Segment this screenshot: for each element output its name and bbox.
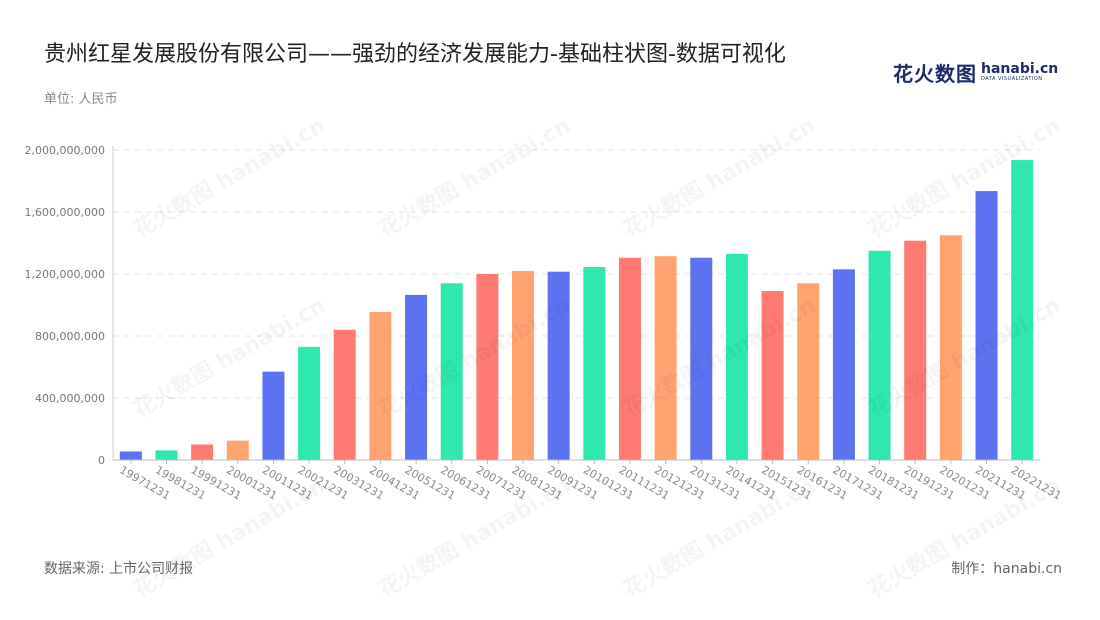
bar-19981231[interactable] xyxy=(155,450,178,460)
logo-cn-text: 花火数图 xyxy=(893,61,977,86)
logo-en-text: hanabi.cn xyxy=(981,61,1059,77)
bar-20121231[interactable] xyxy=(654,256,677,460)
data-source: 数据来源: 上市公司财报 xyxy=(44,561,194,577)
bar-20031231[interactable] xyxy=(333,329,356,460)
bar-20001231[interactable] xyxy=(226,440,249,460)
bar-20011231[interactable] xyxy=(262,371,285,460)
bar-20041231[interactable] xyxy=(369,311,392,460)
y-tick-label: 400,000,000 xyxy=(35,392,105,405)
logo-en-block: hanabi.cn DATA VISUALIZATION xyxy=(981,62,1058,82)
bars-group xyxy=(119,160,1034,461)
unit-label: 单位: 人民币 xyxy=(44,92,118,107)
chart-title: 贵州红星发展股份有限公司——强劲的经济发展能力-基础柱状图-数据可视化 xyxy=(44,42,786,67)
brand-logo: 花火数图 hanabi.cn DATA VISUALIZATION xyxy=(893,58,1058,86)
bar-20111231[interactable] xyxy=(618,257,641,460)
bar-20201231[interactable] xyxy=(939,235,962,460)
bar-20021231[interactable] xyxy=(298,346,321,460)
bar-20181231[interactable] xyxy=(868,250,891,460)
bar-19991231[interactable] xyxy=(191,444,214,461)
bar-20091231[interactable] xyxy=(547,271,570,460)
bar-20171231[interactable] xyxy=(832,269,855,460)
y-tick-label: 2,000,000,000 xyxy=(25,144,105,157)
maker-credit: 制作：hanabi.cn xyxy=(951,561,1062,577)
bar-19971231[interactable] xyxy=(119,451,142,460)
y-axis: 0 400,000,000 800,000,000 1,200,000,000 1,60… xyxy=(25,144,114,467)
bar-20101231[interactable] xyxy=(583,267,606,460)
bar-20051231[interactable] xyxy=(405,294,428,460)
x-axis: 1997123119981231199912312000123120011231… xyxy=(113,459,1064,503)
bar-20151231[interactable] xyxy=(761,291,784,460)
bar-20131231[interactable] xyxy=(690,257,713,460)
gridlines xyxy=(113,149,1040,399)
y-tick-label: 1,600,000,000 xyxy=(25,206,105,219)
y-tick-label: 1,200,000,000 xyxy=(25,268,105,281)
bar-20141231[interactable] xyxy=(725,253,748,460)
bar-20221231[interactable] xyxy=(1011,160,1034,460)
bar-20211231[interactable] xyxy=(975,191,998,460)
bar-20061231[interactable] xyxy=(440,283,463,460)
bar-20191231[interactable] xyxy=(904,240,927,460)
bar-20161231[interactable] xyxy=(797,283,820,460)
bar-20071231[interactable] xyxy=(476,274,499,460)
bar-20081231[interactable] xyxy=(512,270,535,460)
logo-sub-text: DATA VISUALIZATION xyxy=(981,76,1043,82)
y-tick-label: 0 xyxy=(98,454,105,467)
y-tick-label: 800,000,000 xyxy=(35,330,105,343)
